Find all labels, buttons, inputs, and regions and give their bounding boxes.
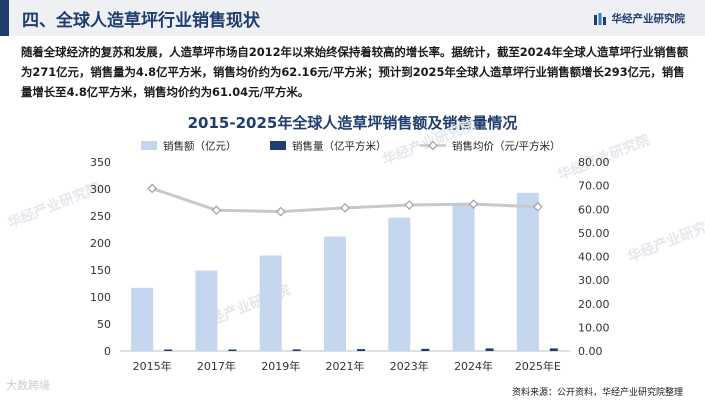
y-left-tick-label: 350 [90,156,111,169]
sales-bar [452,204,475,351]
y-right-tick-label: 80.00 [578,156,610,169]
legend-label-price: 销售均价（元/平方米） [452,140,561,153]
x-tick-label: 2023年 [390,359,429,373]
sales-bar [131,287,154,351]
sales-bar [195,270,218,351]
x-tick-label: 2017年 [197,359,236,373]
volume-bar [292,349,301,351]
legend-label-sales: 销售额（亿元） [163,140,237,153]
legend-swatch-price-marker [428,140,438,151]
y-left-tick-label: 0 [104,345,111,358]
watermark-text: 华经产业研究院 [625,213,705,265]
legend-swatch-volume [270,141,286,150]
sales-bar [324,236,346,351]
watermark-text: 华经产业研究院 [5,179,102,231]
y-right-tick-label: 30.00 [578,274,610,287]
y-right-tick-label: 0.00 [578,345,603,358]
y-left-tick-label: 100 [90,291,111,304]
x-tick-label: 2025年E [515,359,561,373]
y-left-tick-label: 150 [90,264,111,277]
chart-title: 2015-2025年全球人造草坪销售额及销售量情况 [187,114,518,132]
volume-bar [357,349,365,351]
price-point [147,183,157,194]
x-tick-label: 2021年 [326,359,365,373]
sales-bar [388,217,411,351]
volume-bar [228,349,237,351]
source-note: 资料来源：公开资料，华经产业研究院整理 [511,388,683,398]
y-left-tick-label: 200 [90,237,111,250]
volume-bar [164,349,173,351]
y-left-tick-label: 50 [97,318,111,331]
brand-name: 华经产业研究院 [611,13,686,25]
brand: 华经产业研究院 [593,11,686,26]
y-right-tick-label: 50.00 [578,227,610,240]
sales-bar [259,255,282,351]
legend-label-volume: 销售量（亿平方米） [292,140,387,153]
watermark-bottom: 大数跨境 [6,379,50,392]
x-tick-label: 2019年 [261,359,300,373]
price-point [211,205,222,216]
page-title: 四、全球人造草坪行业销售现状 [22,11,260,31]
volume-bar [421,348,430,351]
x-tick-label: 2024年 [454,359,493,373]
y-left-tick-label: 250 [90,210,111,223]
header-bar: 四、全球人造草坪行业销售现状 华经产业研究院 [0,0,705,36]
volume-bar [485,348,494,351]
volume-bar [549,348,558,351]
price-point [275,206,286,217]
y-right-tick-label: 60.00 [578,203,610,216]
price-point [340,202,350,213]
price-point [404,200,415,210]
y-right-tick-label: 10.00 [578,321,610,334]
sales-bar [516,192,539,351]
price-point [468,199,479,209]
legend-swatch-sales [141,141,157,150]
y-right-tick-label: 20.00 [578,298,610,311]
x-tick-label: 2015年 [133,359,172,373]
header-accent [0,0,9,36]
price-point [533,201,543,212]
y-right-tick-label: 40.00 [578,251,610,264]
brand-logo-icon [593,12,606,25]
y-left-tick-label: 300 [90,183,111,196]
intro-paragraph: 随着全球经济的复苏和发展，人造草坪市场自2012年以来始终保持着较高的增长率。据… [21,45,689,99]
y-right-tick-label: 70.00 [578,180,610,193]
